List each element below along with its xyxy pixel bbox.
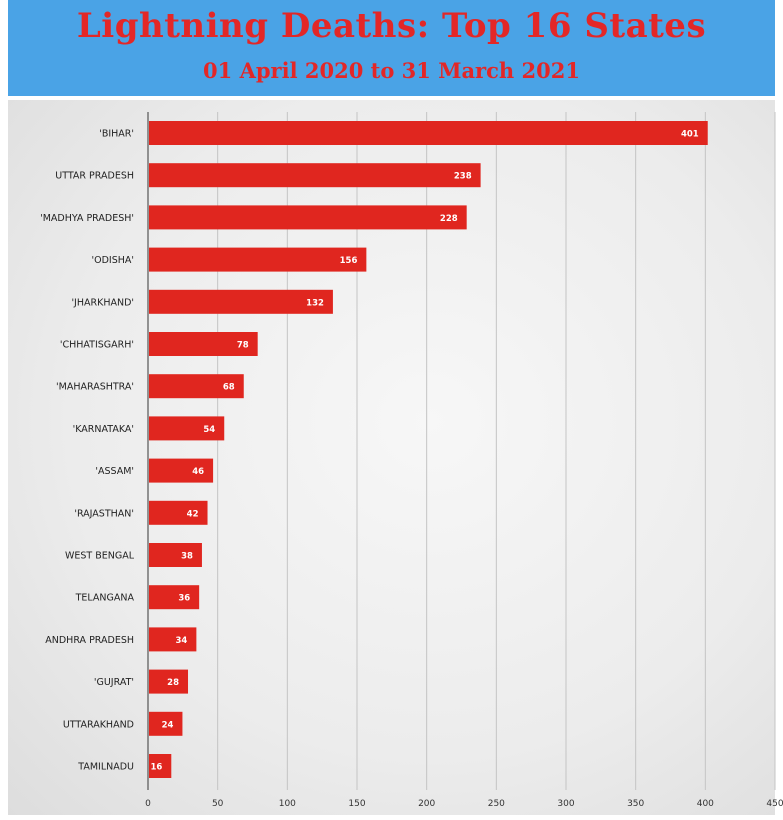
- x-tick-label: 150: [348, 799, 365, 809]
- value-label: 401: [681, 130, 699, 140]
- value-label: 78: [237, 341, 249, 351]
- category-label: 'GUJRAT': [94, 677, 134, 688]
- x-tick-label: 0: [145, 799, 151, 809]
- value-label: 16: [150, 763, 162, 773]
- value-label: 28: [167, 678, 179, 688]
- value-label: 228: [440, 214, 458, 224]
- value-label: 38: [181, 552, 193, 562]
- value-label: 54: [203, 425, 215, 435]
- value-label: 46: [192, 467, 204, 477]
- x-tick-label: 200: [418, 799, 435, 809]
- x-tick-label: 100: [279, 799, 296, 809]
- bar: [149, 248, 366, 272]
- bar: [149, 121, 708, 145]
- value-label: 34: [176, 636, 188, 646]
- value-label: 42: [187, 509, 199, 519]
- bar: [149, 205, 467, 229]
- value-label: 36: [178, 594, 190, 604]
- category-label: 'ODISHA': [92, 255, 135, 266]
- x-tick-label: 350: [627, 799, 644, 809]
- value-label: 238: [454, 172, 472, 182]
- category-label: UTTARAKHAND: [63, 719, 134, 730]
- category-label: TAMILNADU: [77, 762, 134, 773]
- bar: [149, 627, 196, 651]
- value-label: 68: [223, 383, 235, 393]
- category-label: 'ASSAM': [95, 466, 134, 477]
- value-label: 132: [306, 298, 324, 308]
- bar: [149, 501, 208, 525]
- category-label: 'JHARKHAND': [71, 297, 134, 308]
- category-label: WEST BENGAL: [65, 551, 135, 562]
- x-tick-label: 400: [697, 799, 714, 809]
- category-label: TELANGANA: [75, 593, 135, 604]
- bar: [149, 585, 199, 609]
- category-label: UTTAR PRADESH: [55, 171, 134, 182]
- value-label: 24: [162, 720, 174, 730]
- category-label: 'KARNATAKA': [73, 424, 134, 435]
- category-label: 'MAHARASHTRA': [56, 382, 134, 393]
- category-label: 'BIHAR': [99, 129, 134, 140]
- value-label: 156: [340, 256, 358, 266]
- x-tick-label: 300: [557, 799, 574, 809]
- x-tick-label: 450: [766, 799, 783, 809]
- category-label: 'RAJASTHAN': [74, 508, 134, 519]
- bar: [149, 543, 202, 567]
- category-labels: 'BIHAR' UTTAR PRADESH 'MADHYA PRADESH' 'ODI…: [40, 129, 135, 773]
- bar: [149, 163, 481, 187]
- category-label: 'MADHYA PRADESH': [40, 213, 134, 224]
- category-label: ANDHRA PRADESH: [45, 635, 134, 646]
- x-tick-label: 50: [212, 799, 224, 809]
- x-tick-labels: 0 50 100 150 200 250 300 350 400 450: [145, 799, 783, 809]
- x-tick-label: 250: [488, 799, 505, 809]
- category-label: 'CHHATISGARH': [60, 340, 134, 351]
- bars: [149, 121, 708, 778]
